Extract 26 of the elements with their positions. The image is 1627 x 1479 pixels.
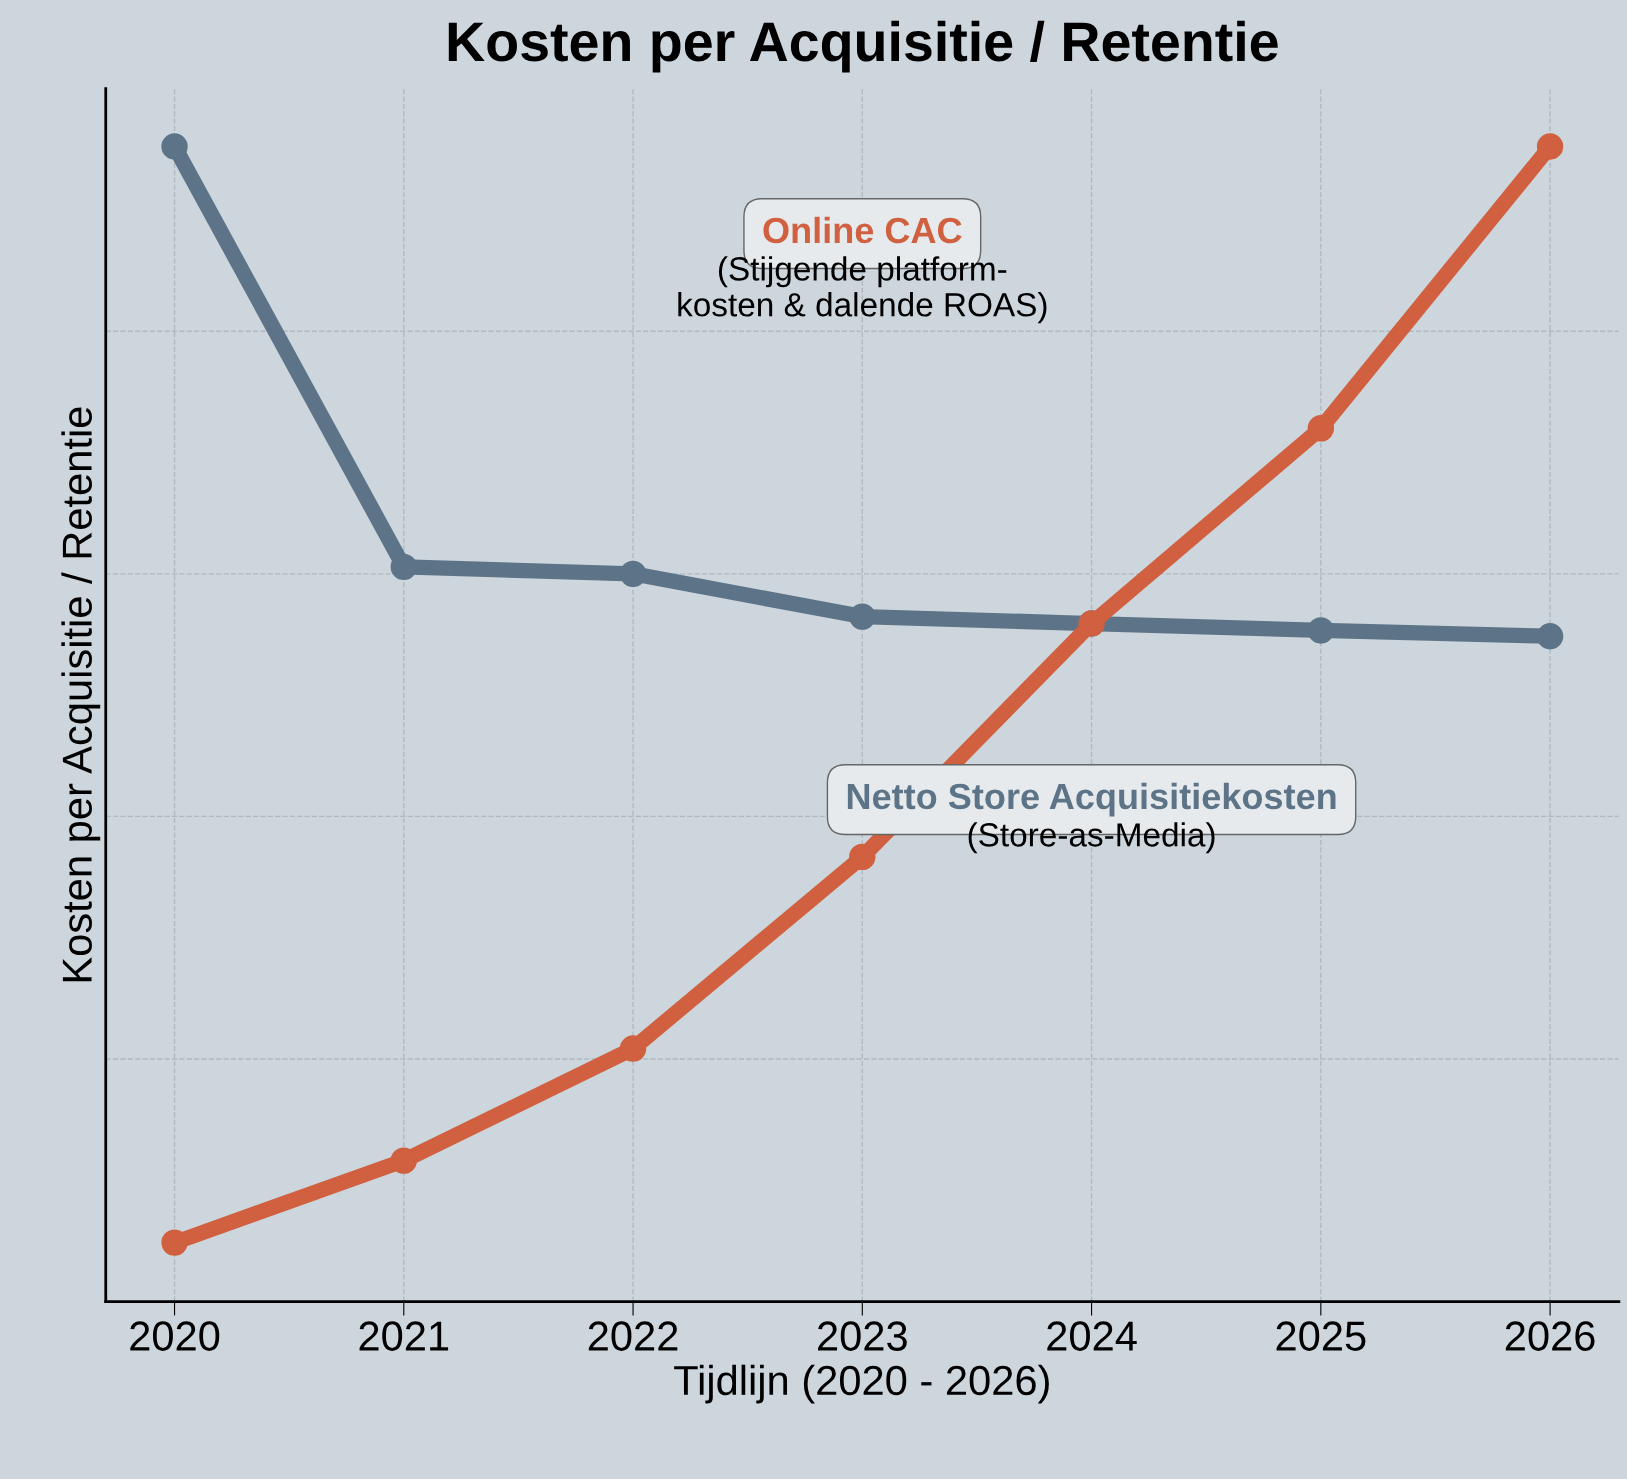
point bbox=[161, 1229, 188, 1256]
point bbox=[1536, 133, 1564, 160]
x-tick-label: 2020 bbox=[130, 1321, 220, 1351]
text: Online CAC bbox=[763, 216, 962, 244]
point bbox=[849, 603, 876, 630]
annotation: (Stijgende platform- kosten & dalende ROAS) bbox=[678, 256, 1047, 324]
point bbox=[390, 553, 417, 581]
point bbox=[1307, 415, 1335, 442]
point bbox=[619, 1035, 647, 1062]
x-tick-label: 2025 bbox=[1276, 1321, 1366, 1351]
annotation: (Store-as-Media) bbox=[968, 822, 1215, 854]
x-tick-label: 2022 bbox=[588, 1321, 678, 1351]
x-tick-label: 2023 bbox=[818, 1321, 907, 1351]
chart-title: Kosten per Acquisitie / Retentie bbox=[448, 20, 1278, 73]
x-tick-label: 2026 bbox=[1505, 1321, 1595, 1351]
point bbox=[390, 1147, 417, 1174]
x-tick-label: 2021 bbox=[359, 1321, 449, 1351]
x-tick-label: 2024 bbox=[1047, 1321, 1137, 1351]
point bbox=[849, 843, 876, 871]
point bbox=[1307, 617, 1335, 644]
point bbox=[1536, 623, 1564, 650]
point bbox=[161, 133, 188, 160]
text: Netto Store Acquisitiekosten bbox=[847, 782, 1336, 817]
point bbox=[619, 560, 647, 588]
y-axis-title: Kosten per Acquisitie / Retentie bbox=[61, 407, 101, 982]
x-axis-title: Tijdlijn (2020 - 2026) bbox=[674, 1364, 1049, 1404]
